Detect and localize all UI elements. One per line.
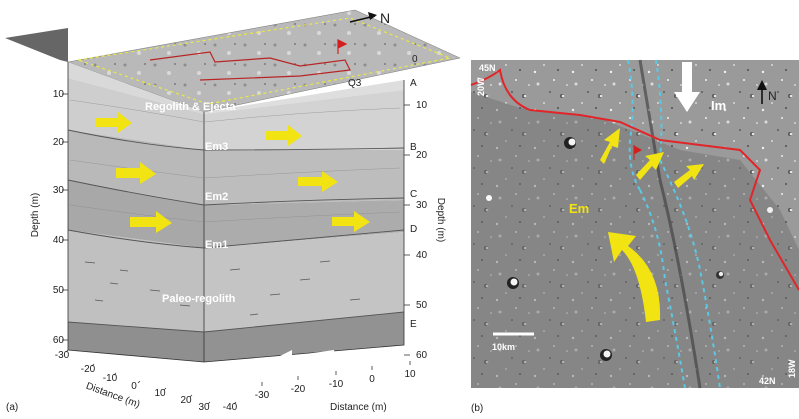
- ridge-lines: [627, 59, 721, 389]
- corner-label-top-lat: 45N: [479, 63, 496, 73]
- right-depth-tick: 40: [416, 250, 428, 261]
- map-unit-label-em: Em: [569, 201, 589, 216]
- corner-label-bottom-lon: 18W: [787, 359, 797, 378]
- north-label: N: [380, 10, 390, 26]
- boundary-label-b: B: [410, 142, 417, 153]
- boundary-label-d: D: [410, 224, 417, 235]
- mare-contact-line: [470, 68, 799, 291]
- panel-b-map: N Em Im 45N 20W 42N 18W 10km (b): [470, 59, 799, 414]
- boundary-label-a: A: [410, 78, 417, 89]
- right-depth-tick: 30: [416, 200, 428, 211]
- lander-flag-icon: [337, 39, 348, 54]
- front-distance-tick: -40: [223, 402, 238, 413]
- boundary-label-c: C: [410, 189, 417, 200]
- site-label: Q3: [348, 78, 362, 89]
- left-depth-tick: 10: [53, 89, 65, 100]
- right-face-regolith: [204, 80, 404, 114]
- left-depth-tick: 50: [53, 285, 65, 296]
- side-distance-tick: -10: [329, 379, 344, 390]
- front-distance-tick: -20: [81, 364, 96, 375]
- unit-label-im: Im: [205, 373, 220, 388]
- front-distance-tick-mark: [113, 372, 117, 376]
- left-depth-tick: 30: [53, 185, 65, 196]
- corner-label-top-lon: 20W: [476, 77, 486, 96]
- front-distance-tick-mark: [163, 387, 167, 391]
- right-depth-tick: 60: [416, 350, 428, 361]
- flow-arrows-map: [600, 128, 704, 322]
- left-depth-tick: 40: [53, 235, 65, 246]
- side-distance-axis: -30 -20 -10 0 10: [255, 361, 416, 401]
- flow-arrow-white: [268, 350, 336, 372]
- left-depth-tick: 60: [53, 335, 65, 346]
- front-distance-tick: -30: [55, 350, 70, 361]
- front-distance-tick-mark: [91, 363, 95, 367]
- unit-label-paleo: Paleo-regolith: [162, 293, 236, 305]
- right-face-paleo: [204, 232, 404, 332]
- surface-image-left-wing: [5, 28, 68, 62]
- right-depth-axis-label: Depth (m): [435, 198, 446, 242]
- side-distance-tick: -30: [255, 390, 270, 401]
- boundary-d-line: [67, 229, 405, 249]
- boundary-b-line: [67, 129, 405, 151]
- corner-label-bottom-lat: 42N: [759, 376, 776, 386]
- rover-track-line: [149, 51, 351, 81]
- front-distance-axis: -30 -20 -10 0 10 20 30 -40: [55, 349, 238, 413]
- front-distance-tick: 30: [198, 402, 210, 413]
- panel-a-block-diagram: 0 Q3 N: [5, 9, 461, 413]
- front-distance-tick: 20: [180, 395, 192, 406]
- front-distance-tick-mark: [137, 380, 141, 384]
- flow-arrows-yellow: [96, 112, 370, 233]
- map-north-arrow-icon: [757, 80, 767, 104]
- flow-arrow-white-map: [674, 62, 700, 112]
- panel-b-caption: (b): [471, 403, 483, 414]
- unit-label-em2: Em2: [205, 191, 228, 203]
- map-north-label: N: [768, 89, 777, 103]
- side-distance-tick: -20: [291, 384, 306, 395]
- front-face-paleo: [68, 230, 204, 332]
- map-unit-label-im: Im: [711, 98, 726, 113]
- front-face-im: [68, 322, 204, 362]
- right-depth-tick: 10: [416, 100, 428, 111]
- boundary-e-line: [67, 311, 405, 333]
- front-distance-tick-mark: [189, 394, 193, 398]
- left-depth-axis-label: Depth (m): [30, 193, 41, 237]
- surface-track-label: 0: [412, 54, 418, 65]
- right-depth-axis: 10 20 30 40 50 60: [404, 100, 428, 361]
- site-flag-icon: [633, 145, 643, 160]
- panel-a-caption: (a): [6, 402, 18, 413]
- front-face-em3: [68, 78, 204, 150]
- front-distance-tick: 0: [131, 381, 137, 392]
- front-distance-tick-mark: [233, 401, 237, 405]
- north-arrow-icon: [349, 12, 377, 23]
- unit-label-em1: Em1: [205, 239, 228, 251]
- right-face-im: [204, 312, 404, 362]
- front-distance-tick: -10: [103, 373, 118, 384]
- front-face-regolith: [68, 62, 204, 114]
- unit-label-regolith: Regolith & Ejecta: [145, 101, 236, 113]
- front-distance-tick: 10: [154, 388, 166, 399]
- mare-dark-region: [471, 92, 799, 388]
- boundary-c-line: [67, 179, 405, 206]
- left-depth-axis: 10 20 30 40 50 60: [53, 89, 68, 346]
- right-depth-tick: 50: [416, 300, 428, 311]
- front-distance-tick-mark: [65, 349, 69, 353]
- unit-label-em3: Em3: [205, 141, 228, 153]
- side-distance-axis-label: Distance (m): [330, 402, 387, 413]
- side-distance-tick: 0: [369, 374, 375, 385]
- right-face-em3: [204, 90, 404, 150]
- left-depth-tick: 20: [53, 137, 65, 148]
- right-depth-tick: 20: [416, 150, 428, 161]
- faint-strata: [69, 99, 401, 223]
- crater-features: [486, 137, 773, 361]
- side-distance-tick: 10: [404, 369, 416, 380]
- boundary-label-e: E: [410, 319, 417, 330]
- paleo-regolith-texture: [84, 260, 361, 316]
- rille-feature: [638, 59, 702, 389]
- front-distance-tick-mark: [207, 401, 211, 405]
- scale-bar-label: 10km: [492, 342, 515, 352]
